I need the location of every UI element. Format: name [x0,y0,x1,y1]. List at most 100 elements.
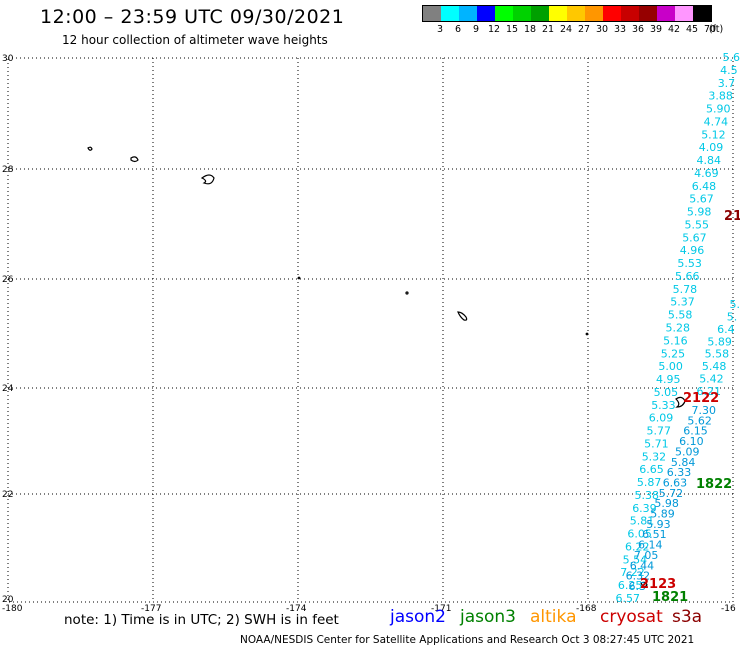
legend-tick-label: 15 [505,24,519,35]
swh-value-label: 5.05 [654,386,679,399]
swh-value-label: 5.84 [671,456,696,469]
island-5 [405,291,409,295]
legend-tick-label: (ft) [708,24,724,35]
swh-value-label: 5.6 [723,51,740,64]
swh-value-label: 6.05 [627,528,652,541]
island-8 [675,396,686,408]
swh-value-label: 5.58 [705,348,730,361]
legend-tick-label: 3 [436,24,444,35]
swh-value-label: 6.4 [717,323,735,336]
swh-value-label: 5.72 [659,487,684,500]
swh-value-label: 6.32 [626,570,651,583]
legend-color-bar [422,5,712,22]
swh-value-label: 5.00 [658,360,683,373]
island-outlines [87,146,686,588]
swh-value-label: 4.84 [697,154,722,167]
swh-value-label: 5.67 [689,193,714,206]
swh-value-label: 5.58 [668,309,693,322]
swh-value-label: 5.32 [642,450,667,463]
x-tick-label: -174 [286,604,307,614]
swh-value-label: 5.78 [673,283,698,296]
legend-swatch [603,6,621,21]
legend-tick-label: 6 [454,24,462,35]
swh-value-label: 6.65 [639,463,664,476]
swh-value-label: 6.25 [618,579,643,592]
x-tick-label: -16 [721,604,736,614]
swh-value-label: 5.16 [663,334,688,347]
swh-value-label: 4.09 [699,141,724,154]
swh-value-label: 5.37 [670,296,695,309]
swh-value-label: 6.51 [642,528,667,541]
legend-swatch [657,6,675,21]
swh-value-label: 5.62 [687,414,712,427]
y-tick-label: 20 [2,595,14,605]
altimeter-track-blue: 7.305.626.156.105.095.846.336.635.725.98… [626,404,716,593]
swh-value-label: 5.89 [707,335,732,348]
footer-credit: NOAA/NESDIS Center for Satellite Applica… [240,634,695,646]
legend-swatch [567,6,585,21]
island-1 [87,146,93,151]
swh-value-label: 5.33 [651,399,676,412]
swh-value-label: 5. [730,298,740,311]
swh-value-label: 4.96 [680,244,705,257]
island-2 [130,156,139,163]
swh-value-label: 5.81 [630,515,655,528]
swh-value-label: 6.21 [697,385,722,398]
map-frame [7,57,734,603]
swh-value-label: 4.95 [656,373,681,386]
swh-value-label: 5.25 [661,347,686,360]
legend-swatch [477,6,495,21]
swh-value-label: 7.22 [620,566,645,579]
satellite-cryosat: cryosat [600,607,663,627]
swh-value-label: 5.67 [682,231,707,244]
legend-tick-label: 18 [523,24,537,35]
legend-swatch [459,6,477,21]
swh-value-label: 5.09 [675,445,700,458]
legend-swatch [513,6,531,21]
swh-value-label: 5.48 [702,360,727,373]
swh-value-label: 5.90 [706,103,731,116]
satellite-altika: altika [530,607,577,627]
swh-value-label: 5.87 [637,476,662,489]
swh-value-label: 4.5 [720,64,738,77]
time-label: 2122 [683,391,719,406]
satellite-s3a: s3a [672,607,703,627]
x-tick-label: -168 [576,604,597,614]
swh-value-label: 3.7 [718,77,736,90]
legend-tick-label: 27 [577,24,591,35]
legend-swatch [441,6,459,21]
footer-note: note: 1) Time is in UTC; 2) SWH is in fe… [64,612,339,628]
time-label: 2123 [640,577,676,592]
swh-value-label: 5.89 [650,508,675,521]
altimeter-track-cyan: 5.64.53.73.885.904.745.124.094.844.696.4… [616,51,740,605]
swh-value-label: 5.28 [666,322,691,335]
swh-value-label: 5.12 [701,128,726,141]
swh-value-label: 5.42 [699,373,724,386]
axis-labels: 30 28 26 24 22 20 -180 -177 -174 -171 -1… [2,54,736,614]
swh-value-label: 6.48 [692,180,717,193]
time-labels: 21 2122 1822 2123 1821 [640,209,740,605]
swh-value-label: 5.53 [677,257,702,270]
legend-tick-label: 70 [703,24,717,35]
swh-value-label: 6.44 [630,559,655,572]
swh-value-label: 5.71 [644,437,669,450]
legend-swatch [549,6,567,21]
swh-value-label: 6.63 [663,477,688,490]
y-tick-label: 24 [2,384,14,394]
legend-swatch [675,6,693,21]
time-label: 21 [724,209,740,224]
legend-swatch [693,6,711,21]
island-4 [297,276,301,280]
legend-tick-label: 39 [649,24,663,35]
swh-value-label: 7.05 [634,549,659,562]
swh-value-label: 6.57 [616,592,641,605]
altimeter-track-cyan-right: 5.5.6.45.895.585.485.426.21 [697,298,740,398]
legend-swatch [639,6,657,21]
swh-value-label: 4.74 [704,115,729,128]
y-tick-label: 28 [2,165,14,175]
swh-value-label: 5.38 [635,489,660,502]
legend-tick-label: 9 [472,24,480,35]
swh-value-label: 6.15 [683,425,708,438]
legend-tick-label: 12 [487,24,501,35]
